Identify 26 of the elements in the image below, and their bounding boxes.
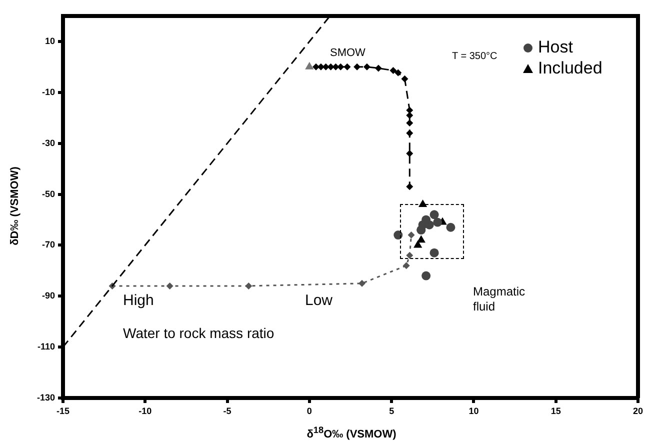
x-tick-label: 15 <box>550 406 561 416</box>
annotation: High <box>123 292 154 310</box>
x-tick-label: 0 <box>306 406 312 416</box>
x-tick-label: -5 <box>223 406 232 416</box>
legend-label: Included <box>538 58 602 78</box>
annotation: SMOW <box>330 47 366 60</box>
x-tick-label: 5 <box>389 406 394 416</box>
annotation: Water to rock mass ratio <box>123 324 274 341</box>
y-tick-label: -10 <box>42 86 55 97</box>
annotation: Low <box>305 292 333 310</box>
x-tick-label: -15 <box>56 406 70 416</box>
y-axis-title: δD‰ (VSMOW) <box>9 166 21 248</box>
y-tick-label: 10 <box>44 36 55 46</box>
y-tick-label: -70 <box>42 240 55 250</box>
y-tick-label: -50 <box>42 188 55 199</box>
x-axis-title: δ$^{18}$O‰ (VSMOW) <box>306 425 398 441</box>
legend-label: Host <box>538 38 574 57</box>
y-tick-label: -130 <box>36 392 55 402</box>
x-tick-label: 20 <box>632 406 643 416</box>
annotation: T = 350°C <box>452 50 498 62</box>
y-tick-label: -90 <box>42 290 55 301</box>
y-tick-label: -110 <box>37 342 55 352</box>
y-tick-label: -30 <box>42 138 55 148</box>
annotation: Magmatic fluid <box>473 284 526 314</box>
x-tick-label: -10 <box>138 406 152 416</box>
x-tick-label: 10 <box>468 406 479 416</box>
